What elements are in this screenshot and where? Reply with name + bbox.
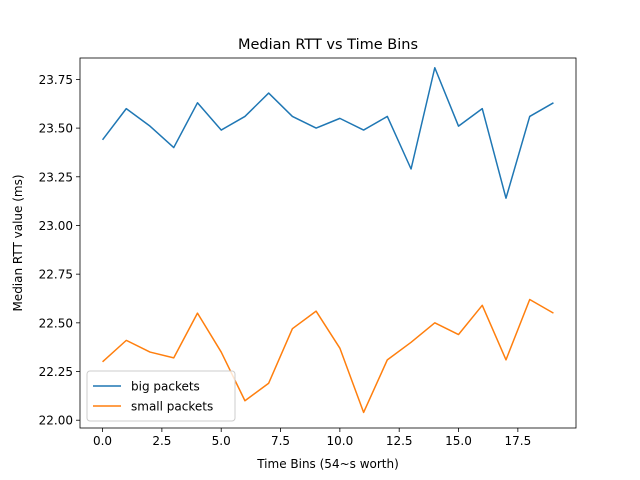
y-tick-label: 23.75	[39, 73, 73, 87]
legend-label-0: big packets	[131, 380, 200, 394]
x-tick-label: 7.5	[271, 434, 290, 448]
x-tick-label: 2.5	[152, 434, 171, 448]
y-tick-label: 22.00	[39, 414, 73, 428]
x-tick-label: 10.0	[327, 434, 354, 448]
y-axis-label: Median RTT value (ms)	[11, 174, 25, 311]
x-tick-label: 5.0	[212, 434, 231, 448]
chart-title: Median RTT vs Time Bins	[238, 37, 418, 53]
x-tick-label: 15.0	[445, 434, 472, 448]
y-tick-label: 22.25	[39, 365, 73, 379]
legend: big packets small packets	[86, 370, 236, 422]
y-tick-label: 23.50	[39, 122, 73, 136]
axes-frame	[79, 57, 577, 429]
y-tick-label: 23.00	[39, 219, 73, 233]
x-tick-label: 0.0	[93, 434, 112, 448]
x-tick-label: 17.5	[504, 434, 531, 448]
x-axis-label: Time Bins (54~s worth)	[256, 457, 399, 471]
y-tick-label: 22.75	[39, 268, 73, 282]
x-tick-label: 12.5	[386, 434, 413, 448]
y-tick-label: 23.25	[39, 170, 73, 184]
series-line-0	[101, 66, 554, 199]
series-line-1	[102, 298, 554, 414]
y-tick-label: 22.50	[39, 316, 73, 330]
plot-area: 0.0 2.5 5.0 7.5 10.0 12.5 15.0 17.5 22.00 22.25 22…	[39, 57, 577, 448]
legend-box	[86, 370, 236, 422]
legend-label-1: small packets	[131, 400, 213, 414]
